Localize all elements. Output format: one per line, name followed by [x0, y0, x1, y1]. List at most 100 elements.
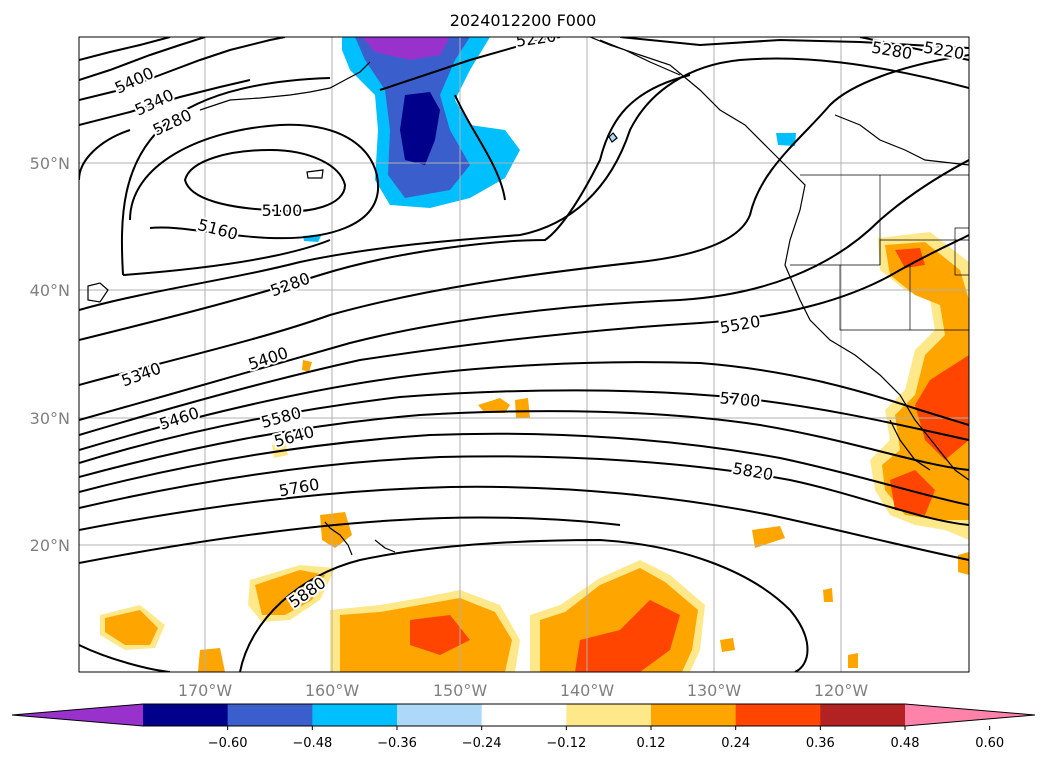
contour-label: 5700 [719, 388, 761, 410]
contour-line [454, 94, 506, 201]
contour-line [120, 77, 331, 276]
island [608, 132, 618, 143]
contour-line [379, 37, 561, 91]
colorbar-swatch [227, 704, 313, 726]
colorbar-swatch [651, 704, 737, 726]
contour-line [79, 485, 969, 561]
positive-shading [100, 232, 969, 672]
height-contours [79, 37, 969, 672]
coastline [599, 39, 681, 76]
contour-line [79, 37, 171, 61]
lon-label: 120°W [814, 681, 869, 700]
coastlines [87, 37, 969, 556]
colorbar-swatch [735, 704, 821, 726]
colorbar-swatch [143, 704, 229, 726]
contour-label: 5100 [262, 201, 303, 220]
contour-line [239, 538, 809, 672]
shade-band [410, 615, 470, 655]
contour-line [79, 644, 171, 672]
contour-line [79, 79, 251, 126]
contour-line [183, 148, 347, 213]
shade-band [320, 512, 352, 548]
contour-line [79, 54, 969, 386]
contour-line [79, 432, 969, 506]
colorbar-tick-label: −0.24 [462, 736, 502, 751]
shade-band [302, 360, 312, 372]
coastline [889, 419, 931, 471]
shade-band [823, 588, 833, 602]
contour-line [79, 516, 621, 564]
lon-label: 130°W [687, 681, 742, 700]
island [306, 169, 324, 179]
lat-label: 20°N [30, 536, 70, 555]
aleutians [309, 61, 371, 93]
map-frame [78, 36, 970, 673]
contour-line [129, 123, 380, 240]
colorbar-tick-label: −0.60 [208, 736, 248, 751]
colorbar-tick-label: −0.48 [292, 736, 332, 751]
gridlines [79, 37, 969, 672]
contour-line [79, 159, 969, 421]
lon-label: 160°W [305, 681, 360, 700]
coastline [834, 114, 969, 166]
lon-label: 140°W [560, 681, 615, 700]
shade-band [848, 653, 858, 668]
shade-band [362, 37, 450, 60]
contour-line [122, 239, 331, 276]
colorbar-tick-label: −0.12 [546, 736, 586, 751]
longitude-labels: 170°W 160°W 150°W 140°W 130°W 120°W [178, 681, 869, 700]
shade-band [575, 600, 680, 672]
colorbar-swatch [312, 704, 398, 726]
shade-band [895, 248, 925, 268]
colorbar-swatch [820, 704, 906, 726]
contour-line [79, 74, 691, 341]
lat-label: 40°N [30, 281, 70, 300]
contour-line [79, 361, 969, 451]
contour-line [79, 389, 969, 464]
lon-label: 170°W [178, 681, 233, 700]
shade-band [515, 398, 530, 418]
shade-band [890, 470, 935, 515]
colorbar [11, 703, 1036, 727]
shade-band [272, 440, 288, 458]
contour-line [79, 455, 969, 526]
contour-line [859, 37, 969, 61]
colorbar-swatch [481, 704, 567, 726]
colorbar-extend-max [905, 704, 1035, 726]
colorbar-ticks: −0.60 −0.48 −0.36 −0.24 −0.12 0.12 0.24 0.36 0.4… [208, 726, 1004, 751]
contour-line [79, 37, 286, 101]
shade-band [915, 355, 969, 460]
colorbar-extend-min [12, 704, 143, 726]
colorbar-tick-label: 0.12 [637, 736, 666, 751]
colorbar-swatch [397, 704, 483, 726]
negative-shading [303, 37, 796, 242]
colorbar-tick-label: 0.24 [721, 736, 750, 751]
shade-band [400, 92, 440, 165]
colorbar-tick-label: 0.36 [806, 736, 835, 751]
contour-line [79, 410, 969, 478]
contour-line [79, 129, 131, 181]
shade-band [478, 398, 510, 413]
shade-band [958, 552, 969, 575]
contour-line [79, 57, 969, 311]
island [87, 282, 109, 303]
lat-label: 30°N [30, 409, 70, 428]
coastline [589, 37, 969, 481]
map-panel: 5220 5280 5220 5400 5340 5280 5100 5160 … [78, 36, 970, 673]
colorbar-outline [11, 703, 1036, 727]
colorbar-tick-label: −0.36 [377, 736, 417, 751]
state-border [954, 227, 969, 276]
contour-line [79, 234, 969, 436]
lon-label: 150°W [433, 681, 488, 700]
shade-band [752, 526, 785, 548]
contour-line [79, 37, 206, 81]
colorbar-swatch [566, 704, 652, 726]
shade-band [105, 610, 158, 645]
shade-band [720, 638, 735, 652]
lat-label: 50°N [30, 154, 70, 173]
map-title: 2024012200 F000 [450, 11, 597, 30]
shade-band [776, 133, 796, 146]
colorbar-tick-label: 0.48 [891, 736, 920, 751]
latitude-labels: 50°N 40°N 30°N 20°N [30, 154, 70, 555]
